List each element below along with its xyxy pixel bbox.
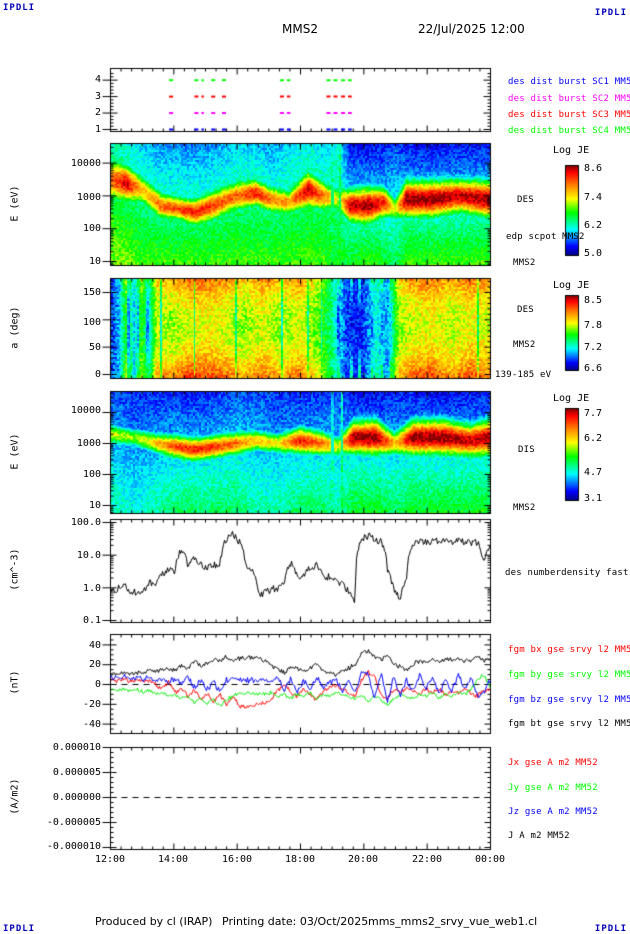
panel-current-density [110, 747, 490, 849]
colorbar-title: Log JE [553, 393, 590, 404]
legend-jz: Jz gse A m2 MM52 [508, 807, 598, 817]
dis-energy-ytick: 10000 [70, 405, 101, 416]
xtick-00-00: 00:00 [474, 854, 506, 865]
edp-scpot-label: edp scpot MMS2 [506, 232, 585, 242]
fgm-ytick: -40 [82, 719, 101, 730]
colorbar-tick: 5.0 [584, 248, 603, 259]
legend-fgm-bt: fgm bt gse srvy l2 MM52 [508, 719, 630, 729]
colorbar-title: Log JE [553, 145, 590, 156]
fgm-ytick: -20 [82, 699, 101, 710]
legend-jy: Jy gse A m2 MM52 [508, 783, 598, 793]
pad-ytick: 50 [88, 342, 101, 353]
burst-ytick: 4 [94, 74, 101, 85]
dis-energy-ytick: 1000 [76, 438, 101, 449]
xtick-14-00: 14:00 [157, 854, 189, 865]
des-energy-ytick: 100 [82, 223, 101, 234]
colorbar-tick: 8.6 [584, 163, 603, 174]
xtick-22-00: 22:00 [411, 854, 443, 865]
des-energy-ytick: 1000 [76, 192, 101, 203]
legend-number-density: des numberdensity fast M [505, 568, 630, 578]
des-energy-axis-label: E (eV) [9, 185, 21, 222]
panel-dis-energy-spectrogram [110, 391, 490, 513]
colorbar-tick: 6.2 [584, 220, 603, 231]
legend-jt: J A m2 MM52 [508, 831, 570, 841]
dis-energy-ytick: 10 [88, 500, 101, 511]
produced-by-label: Produced by cl (IRAP) [95, 915, 213, 928]
logo-top-right: IPDLI [594, 8, 627, 18]
xtick-16-00: 16:00 [221, 854, 253, 865]
legend-des-dist-burst-sc3: des dist burst SC3 MM53 [508, 110, 630, 120]
xtick-20-00: 20:00 [347, 854, 379, 865]
colorbar-tick: 6.6 [584, 363, 603, 374]
colorbar-tick: 7.7 [584, 408, 603, 419]
density-ytick: 10.0 [76, 550, 101, 561]
current-ytick: -0.000005 [46, 817, 101, 828]
date-label: 22/Jul/2025 12:00 [418, 22, 525, 36]
current-axis-label: (A/m2) [9, 778, 21, 815]
density-ytick: 1.0 [82, 583, 101, 594]
fgm-axis-label: (nT) [9, 670, 21, 695]
page-title: MMS2 [282, 22, 318, 36]
panel-des-energy-spectrogram [110, 143, 490, 265]
filename-label: mms_mms2_srvy_vue_web1.cl [368, 915, 538, 928]
legend-fgm-by: fgm by gse srvy l2 MM52 [508, 670, 630, 680]
colorbar-title: Log JE [553, 280, 590, 291]
xtick-18-00: 18:00 [284, 854, 316, 865]
pitch-angle-axis-label: a (deg) [9, 306, 21, 349]
pad-ytick: 150 [82, 287, 101, 298]
energy-range-label: 139-185 eV [495, 370, 552, 380]
dis-label: DIS [518, 445, 535, 455]
panel-des-pitch-angle-spectrogram [110, 278, 490, 378]
current-ytick: -0.000010 [46, 841, 101, 852]
legend-des-dist-burst-sc2: des dist burst SC2 MM52 [508, 94, 630, 104]
des-label: DES [517, 195, 534, 205]
des-energy-ytick: 10 [88, 256, 101, 267]
panel-magnetic-field [110, 634, 490, 733]
logo-top-left: IPDLI [3, 3, 36, 13]
density-ytick: 100.0 [70, 517, 101, 528]
mms2-label: MMS2 [513, 340, 536, 350]
legend-fgm-bx: fgm bx gse srvy l2 MM52 [508, 645, 630, 655]
current-ytick: 0.000000 [52, 792, 101, 803]
fgm-ytick: 20 [88, 659, 101, 670]
xtick-12-00: 12:00 [94, 854, 126, 865]
colorbar-tick: 3.1 [584, 493, 603, 504]
dis-energy-ytick: 100 [82, 469, 101, 480]
printing-date-label: Printing date: 03/Oct/2025 [222, 915, 369, 928]
logo-bottom-right: IPDLI [594, 924, 627, 934]
colorbar-tick: 7.2 [584, 342, 603, 353]
legend-des-dist-burst-sc4: des dist burst SC4 MM54 [508, 126, 630, 136]
legend-jx: Jx gse A m2 MM52 [508, 758, 598, 768]
mms2-label: MMS2 [513, 503, 536, 513]
legend-fgm-bz: fgm bz gse srvy l2 MM52 [508, 695, 630, 705]
legend-des-dist-burst-sc1: des dist burst SC1 MM51 [508, 77, 630, 87]
density-axis-label: (cm^-3) [9, 548, 21, 591]
colorbar-tick: 7.8 [584, 320, 603, 331]
mms2-label: MMS2 [513, 258, 536, 268]
colorbar-tick: 8.5 [584, 295, 603, 306]
fgm-ytick: 40 [88, 640, 101, 651]
burst-ytick: 3 [94, 91, 101, 102]
panel-burst-indicators [110, 68, 490, 131]
des-label: DES [517, 305, 534, 315]
density-ytick: 0.1 [82, 615, 101, 626]
colorbar-tick: 4.7 [584, 467, 603, 478]
dis-energy-axis-label: E (eV) [9, 433, 21, 470]
panel-number-density [110, 519, 490, 622]
current-ytick: 0.000005 [52, 767, 101, 778]
burst-ytick: 2 [94, 107, 101, 118]
colorbar-tick: 7.4 [584, 192, 603, 203]
des-energy-ytick: 10000 [70, 158, 101, 169]
pad-ytick: 100 [82, 317, 101, 328]
fgm-ytick: 0 [94, 679, 101, 690]
pad-ytick: 0 [94, 369, 101, 380]
current-ytick: 0.000010 [52, 742, 101, 753]
colorbar-tick: 6.2 [584, 433, 603, 444]
burst-ytick: 1 [94, 124, 101, 135]
logo-bottom-left: IPDLI [3, 924, 36, 934]
